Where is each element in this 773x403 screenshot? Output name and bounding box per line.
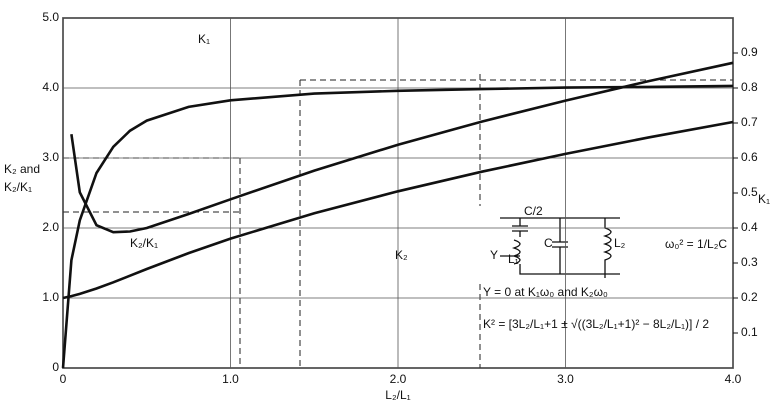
x-tick-label: 2.0 bbox=[390, 372, 407, 386]
series-label: K₁ bbox=[198, 32, 210, 46]
y-tick-label: 3.0 bbox=[42, 150, 59, 164]
y-tick-label: 4.0 bbox=[42, 80, 59, 94]
y2-tick-label: 0.7 bbox=[741, 115, 758, 129]
circuit-label: C bbox=[544, 236, 553, 250]
x-axis-label: L₂/L₁ bbox=[385, 388, 410, 402]
circuit-label: Y bbox=[490, 248, 498, 262]
reference-lines bbox=[63, 74, 733, 368]
circuit-label: L₂ bbox=[614, 236, 626, 250]
annotation: K² = [3L₂/L₁+1 ± √((3L₂/L₁+1)² − 8L₂/L₁)… bbox=[483, 317, 709, 331]
y2-tick-label: 0.8 bbox=[741, 80, 758, 94]
series-label: K₂/K₁ bbox=[130, 236, 158, 250]
line-series bbox=[62, 120, 734, 300]
x-tick-label: 4.0 bbox=[725, 372, 742, 386]
annotation: Y = 0 at K₁ω₀ and K₂ω₀ bbox=[483, 285, 608, 299]
y2-tick-label: 0.4 bbox=[741, 220, 758, 234]
y2-tick-label: 0.1 bbox=[741, 325, 758, 339]
y2-tick-label: 0.2 bbox=[741, 290, 758, 304]
y2-tick-label: 0.6 bbox=[741, 150, 758, 164]
series-label: K₂ bbox=[395, 248, 408, 262]
x-tick-label: 0 bbox=[60, 372, 67, 386]
y-tick-label: 0 bbox=[52, 360, 59, 374]
annotation: ω₀² = 1/L₂C bbox=[665, 237, 727, 251]
y2-tick-label: 0.9 bbox=[741, 45, 758, 59]
y-tick-label: 2.0 bbox=[42, 220, 59, 234]
y-axis-label: K₂/K₁ bbox=[4, 180, 32, 194]
circuit-label: L₁ bbox=[508, 252, 519, 266]
y2-tick-label: 0.3 bbox=[741, 255, 758, 269]
x-tick-label: 3.0 bbox=[557, 372, 574, 386]
y-tick-label: 5.0 bbox=[42, 10, 59, 24]
y-axis-label: K₂ and bbox=[4, 162, 40, 176]
y2-tick-label: 0.5 bbox=[741, 185, 758, 199]
line-series bbox=[70, 61, 734, 234]
x-tick-label: 1.0 bbox=[222, 372, 239, 386]
circuit-label: C/2 bbox=[524, 204, 543, 218]
y2-axis-label: K₁ bbox=[758, 192, 770, 206]
y-tick-label: 1.0 bbox=[42, 290, 59, 304]
circuit bbox=[478, 206, 658, 280]
